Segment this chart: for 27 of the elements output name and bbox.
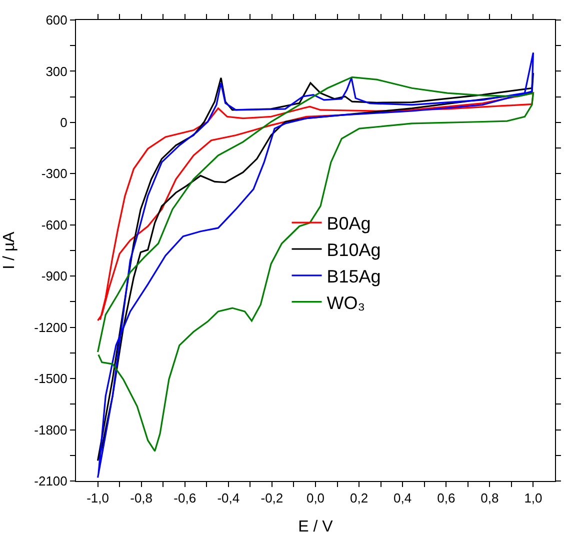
- x-tick-label: 0,4: [394, 490, 412, 506]
- y-tick-label: -1800: [34, 422, 68, 438]
- x-tick-label: 1,0: [524, 490, 542, 506]
- y-tick-label: -2100: [34, 474, 68, 489]
- x-tick-label: -0,6: [174, 490, 196, 506]
- x-axis-title: E / V: [298, 518, 334, 536]
- y-tick-label: 600: [46, 12, 68, 28]
- x-tick-label: -1,0: [86, 490, 109, 506]
- y-axis-title: I / µA: [1, 231, 18, 270]
- legend-label: B15Ag: [326, 266, 381, 286]
- y-tick-label: -1200: [34, 320, 68, 335]
- y-tick-label: -1500: [34, 371, 68, 386]
- y-tick-label: 0: [60, 114, 68, 130]
- x-tick-label: 0,6: [437, 490, 456, 506]
- legend-label: B0Ag: [326, 214, 371, 234]
- legend-label: B10Ag: [326, 240, 381, 260]
- y-tick-label: -600: [41, 217, 68, 232]
- x-tick-label: 0,2: [350, 490, 368, 506]
- x-tick-label: 0,8: [480, 490, 499, 506]
- y-tick-label: -900: [41, 268, 68, 284]
- x-tick-label: -0,8: [130, 490, 153, 506]
- y-tick-label: 300: [46, 64, 68, 79]
- y-tick-label: -300: [41, 166, 68, 182]
- x-tick-label: 0,0: [306, 490, 325, 506]
- x-tick-label: -0,2: [260, 490, 284, 506]
- legend-label: WO₃: [326, 292, 366, 313]
- x-tick-label: -0,4: [217, 490, 240, 506]
